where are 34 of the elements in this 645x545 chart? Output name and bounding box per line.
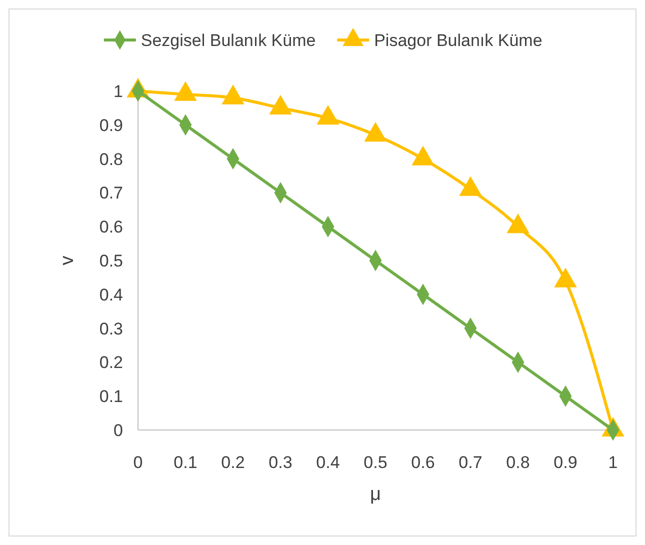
y-tick-label: 0.6 <box>99 218 123 237</box>
x-tick-label: 0.1 <box>174 453 198 472</box>
y-tick-label: 0.9 <box>99 116 123 135</box>
y-tick-label: 0.5 <box>99 252 123 270</box>
x-tick-label: 0.9 <box>554 453 578 472</box>
y-tick-label: 0.3 <box>99 319 123 338</box>
y-tick-label: 0.2 <box>99 353 123 372</box>
x-tick-label: 1 <box>608 453 618 472</box>
x-tick-label: 0.2 <box>221 453 245 472</box>
legend-label: Sezgisel Bulanık Küme <box>140 31 316 50</box>
point <box>460 176 482 196</box>
legend-label: Pisagor Bulanık Küme <box>374 31 542 50</box>
y-tick-label: 1 <box>114 82 123 101</box>
x-tick-label: 0.4 <box>316 453 340 472</box>
point <box>317 106 339 125</box>
x-tick-label: 0.7 <box>458 453 482 472</box>
y-tick-label: 0.1 <box>99 387 123 406</box>
x-axis-title: μ <box>370 484 381 505</box>
x-tick-label: 0.8 <box>506 453 530 472</box>
x-tick-label: 0.6 <box>411 453 435 472</box>
x-tick-label: 0.3 <box>268 453 292 472</box>
y-tick-label: 0.8 <box>99 150 123 169</box>
x-tick-label: 0.5 <box>364 453 388 472</box>
point <box>412 146 434 166</box>
y-tick-label: 0.4 <box>99 285 123 304</box>
point <box>222 85 244 104</box>
y-tick-label: 0.7 <box>99 184 123 203</box>
point <box>270 95 292 114</box>
point <box>507 214 529 234</box>
point <box>364 122 386 142</box>
y-tick-label: 0 <box>114 421 123 440</box>
point <box>174 82 196 101</box>
y-axis-title: v <box>57 255 78 266</box>
x-tick-label: 0 <box>133 453 143 472</box>
